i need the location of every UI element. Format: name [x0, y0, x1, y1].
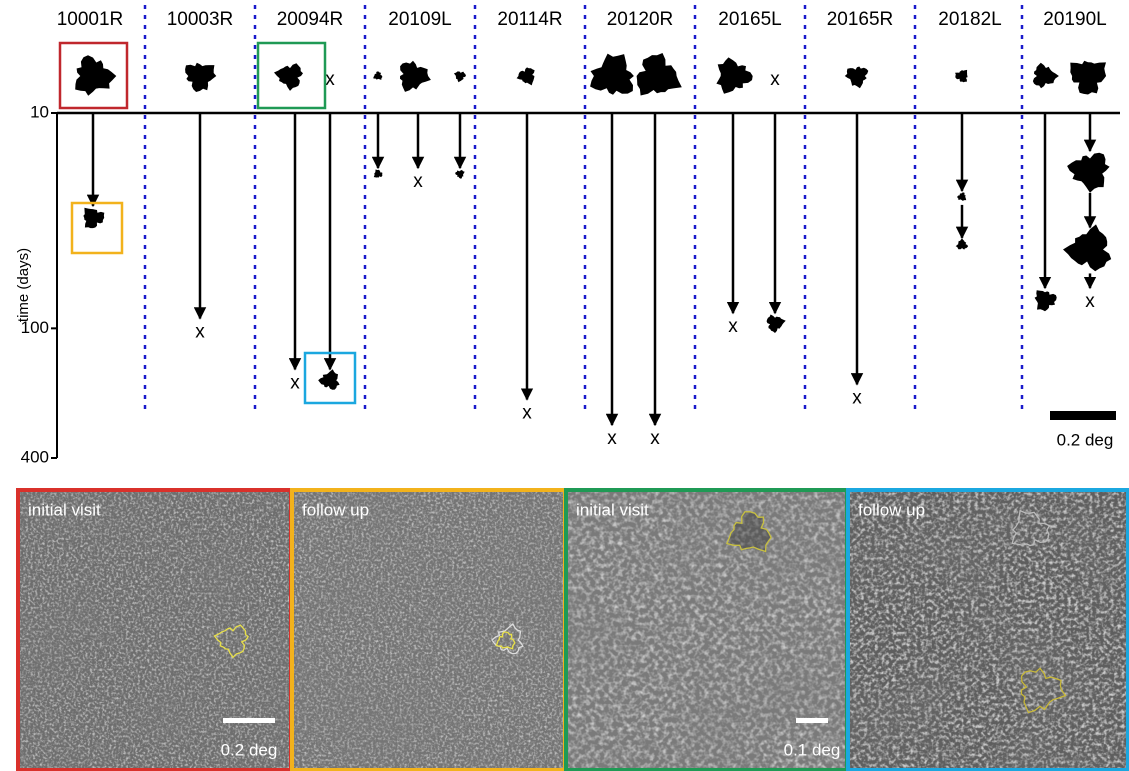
absent-marker: x	[413, 171, 423, 192]
lesion	[75, 55, 117, 96]
scale-bar-label: 0.2 deg	[221, 740, 278, 759]
retina-shading	[19, 491, 290, 769]
scale-bar-label: 0.1 deg	[784, 740, 841, 759]
absent-marker: x	[325, 69, 335, 90]
lesion	[400, 60, 431, 92]
lesion	[373, 169, 383, 178]
panel-label: follow up	[302, 500, 369, 519]
absent-marker: x	[728, 316, 738, 337]
lesion	[1067, 152, 1110, 193]
highlight-box	[58, 41, 129, 110]
lesion	[590, 53, 634, 95]
lesion-outline	[1020, 667, 1067, 714]
lesion	[83, 207, 105, 229]
lesion	[516, 67, 535, 86]
column-label: 20190L	[1043, 9, 1106, 30]
lesion	[455, 169, 465, 179]
column-label: 20094R	[277, 9, 344, 30]
lesion	[1070, 60, 1107, 95]
absent-marker: x	[1085, 291, 1095, 312]
absent-marker: x	[607, 428, 617, 449]
column-label: 20165R	[827, 9, 894, 30]
retina-shading	[293, 491, 564, 769]
absent-marker: x	[650, 428, 660, 449]
absent-marker: x	[290, 372, 300, 393]
lesion	[274, 63, 303, 91]
lesion-outline	[491, 623, 524, 655]
lesion	[766, 314, 786, 333]
lesion	[373, 71, 383, 80]
column-label: 10001R	[57, 9, 124, 30]
absent-marker: x	[195, 322, 205, 343]
column-label: 10003R	[167, 9, 234, 30]
lesion-outline	[726, 511, 772, 553]
lesion	[1034, 290, 1057, 312]
highlight-box	[256, 41, 327, 110]
column-label: 20165L	[718, 9, 781, 30]
lesion	[1063, 224, 1112, 272]
column-label: 20114R	[497, 9, 562, 30]
highlight-box	[303, 351, 357, 405]
lesion	[957, 192, 967, 201]
lesion-outline	[1011, 509, 1051, 547]
panel-border	[846, 488, 1129, 771]
y-tick-label: 100	[21, 318, 49, 337]
absent-marker: x	[852, 387, 862, 408]
lesion	[318, 369, 340, 390]
column-label: 20120R	[607, 9, 674, 30]
absent-marker: x	[522, 403, 532, 424]
lesion	[955, 238, 969, 250]
lesion	[185, 62, 217, 92]
lesion	[716, 57, 753, 94]
lesion	[844, 66, 869, 89]
scale-bar	[1050, 411, 1116, 420]
retina-shading	[849, 491, 1127, 769]
y-tick-label: 400	[21, 447, 49, 466]
retina-shading	[567, 491, 846, 769]
lesion	[955, 69, 968, 83]
lesion	[454, 71, 466, 83]
lesion-outline	[495, 631, 516, 650]
panel-label: initial visit	[576, 500, 649, 519]
scale-bar	[223, 718, 275, 723]
image-panels: initial visit 0.2 deg follow up initial vis…	[16, 488, 1129, 771]
y-tick-label: 10	[30, 102, 49, 121]
panel-label: follow up	[858, 500, 925, 519]
highlight-box	[70, 201, 124, 255]
lesion	[636, 53, 682, 96]
column-label: 20182L	[938, 9, 1001, 30]
panel-label: initial visit	[28, 500, 101, 519]
lesion-outline	[213, 624, 249, 659]
column-label: 20109L	[388, 9, 451, 30]
scale-bar-label: 0.2 deg	[1057, 430, 1114, 449]
axis-label: time (days)	[15, 248, 32, 322]
lesion	[1032, 62, 1059, 89]
scale-bar	[796, 718, 828, 723]
absent-marker: x	[770, 69, 780, 90]
